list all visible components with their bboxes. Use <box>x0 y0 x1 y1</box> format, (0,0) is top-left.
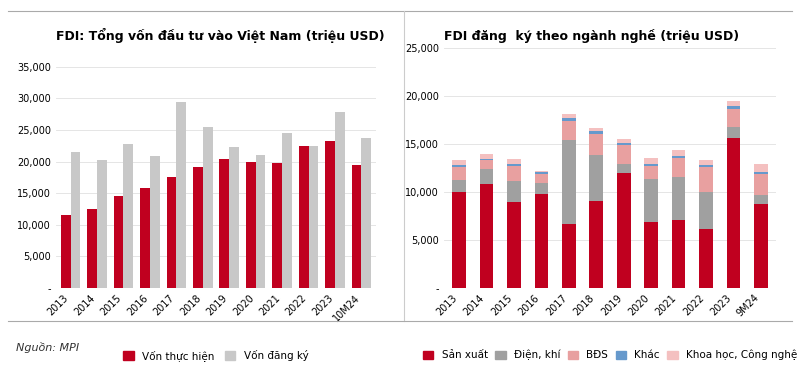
Bar <box>480 184 494 288</box>
Bar <box>590 128 603 131</box>
Bar <box>672 177 686 220</box>
Text: Nguồn: MPI: Nguồn: MPI <box>16 342 79 352</box>
Bar <box>480 159 494 160</box>
Bar <box>562 224 576 288</box>
Bar <box>754 164 768 172</box>
Bar <box>452 167 466 180</box>
Bar <box>562 140 576 224</box>
Bar <box>726 138 740 288</box>
Bar <box>326 141 335 288</box>
Legend: Sản xuất, Điện, khí, BĐS, Khác, Khoa học, Công nghệ: Sản xuất, Điện, khí, BĐS, Khác, Khoa học… <box>418 346 800 365</box>
Bar <box>562 121 576 140</box>
Bar <box>644 164 658 166</box>
Bar <box>452 192 466 288</box>
Bar <box>726 101 740 107</box>
Bar <box>246 162 256 288</box>
Bar <box>282 133 292 288</box>
Bar <box>644 222 658 288</box>
Bar <box>534 171 548 172</box>
Bar <box>193 167 202 288</box>
Bar <box>480 169 494 184</box>
Bar <box>699 167 713 192</box>
Bar <box>699 165 713 167</box>
Legend: Vốn thực hiện, Vốn đăng ký: Vốn thực hiện, Vốn đăng ký <box>119 346 313 365</box>
Bar <box>534 174 548 183</box>
Bar <box>562 114 576 118</box>
Bar <box>534 183 548 194</box>
Bar <box>534 172 548 174</box>
Bar <box>219 159 230 288</box>
Bar <box>70 152 80 288</box>
Text: FDI: Tổng vốn đầu tư vào Việt Nam (triệu USD): FDI: Tổng vốn đầu tư vào Việt Nam (triệu… <box>56 28 385 43</box>
Bar <box>699 192 713 229</box>
Bar <box>672 220 686 288</box>
Bar <box>699 160 713 165</box>
Bar <box>590 155 603 201</box>
Bar <box>114 196 123 288</box>
Bar <box>335 112 345 288</box>
Bar <box>176 101 186 288</box>
Bar <box>699 229 713 288</box>
Bar <box>726 109 740 127</box>
Bar <box>672 150 686 156</box>
Bar <box>230 147 239 288</box>
Bar <box>754 204 768 288</box>
Bar <box>617 145 630 164</box>
Bar <box>534 194 548 288</box>
Bar <box>617 164 630 173</box>
Bar <box>507 166 521 181</box>
Bar <box>726 127 740 138</box>
Bar <box>309 146 318 288</box>
Bar <box>507 164 521 166</box>
Bar <box>87 209 97 288</box>
Bar <box>726 107 740 109</box>
Bar <box>562 118 576 121</box>
Bar <box>352 165 362 288</box>
Bar <box>452 160 466 165</box>
Bar <box>452 180 466 192</box>
Bar <box>672 158 686 177</box>
Bar <box>150 156 160 288</box>
Bar <box>61 215 70 288</box>
Bar <box>617 139 630 143</box>
Bar <box>480 160 494 169</box>
Text: FDI đăng  ký theo ngành nghề (triệu USD): FDI đăng ký theo ngành nghề (triệu USD) <box>444 29 739 43</box>
Bar <box>590 201 603 288</box>
Bar <box>202 128 213 288</box>
Bar <box>644 179 658 222</box>
Bar <box>590 131 603 134</box>
Bar <box>298 146 309 288</box>
Bar <box>644 158 658 164</box>
Bar <box>272 163 282 288</box>
Bar <box>507 203 521 288</box>
Bar <box>590 134 603 155</box>
Bar <box>672 156 686 158</box>
Bar <box>754 174 768 195</box>
Bar <box>362 138 371 288</box>
Bar <box>754 195 768 204</box>
Bar <box>617 173 630 288</box>
Bar <box>754 172 768 174</box>
Bar <box>507 181 521 203</box>
Bar <box>507 159 521 164</box>
Bar <box>452 165 466 167</box>
Bar <box>480 154 494 159</box>
Bar <box>140 188 150 288</box>
Bar <box>617 143 630 145</box>
Bar <box>166 177 176 288</box>
Bar <box>256 155 266 288</box>
Bar <box>123 144 134 288</box>
Bar <box>97 160 106 288</box>
Bar <box>644 166 658 179</box>
